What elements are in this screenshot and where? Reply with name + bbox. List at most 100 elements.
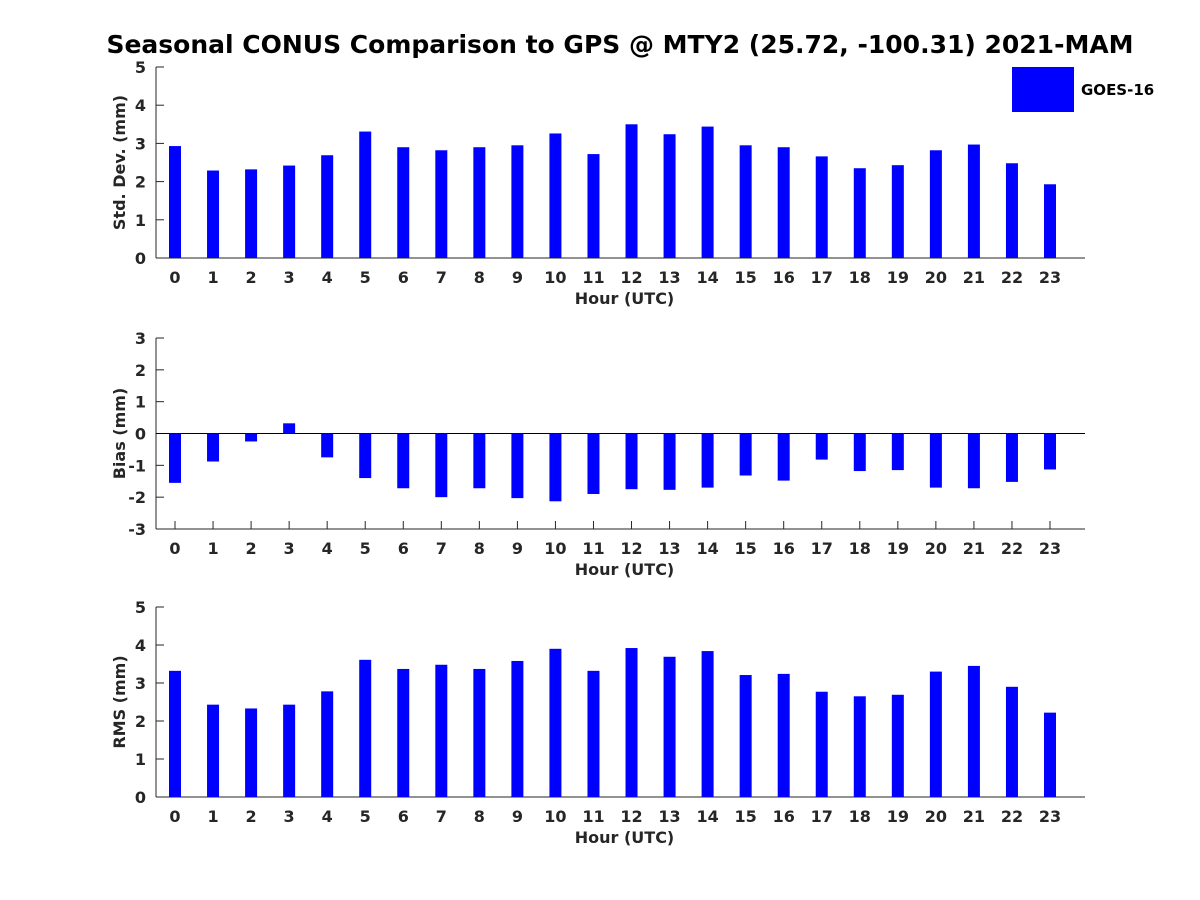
bar-21 (967, 433, 980, 489)
legend: GOES-16 (1011, 66, 1156, 112)
x-tick-label: 8 (474, 539, 485, 558)
bar-17 (815, 433, 828, 460)
bar-14 (701, 126, 714, 258)
y-tick-label: 3 (135, 674, 146, 693)
x-tick-label: 12 (620, 539, 642, 558)
bar-16 (777, 673, 790, 797)
bar-18 (853, 168, 866, 258)
x-tick-label: 3 (284, 807, 295, 826)
x-tick-label: 8 (474, 268, 485, 287)
x-tick-label: 15 (735, 539, 757, 558)
x-tick-label: 1 (207, 807, 218, 826)
bar-17 (815, 156, 828, 258)
x-tick-label: 21 (963, 268, 985, 287)
x-tick-label: 16 (773, 807, 795, 826)
x-tick-label: 10 (544, 539, 566, 558)
bar-7 (435, 433, 448, 498)
x-tick-label: 14 (696, 268, 718, 287)
x-tick-label: 0 (169, 539, 180, 558)
bar-12 (625, 124, 638, 258)
x-tick-label: 11 (582, 807, 604, 826)
y-axis-label: Bias (mm) (110, 388, 129, 480)
bar-19 (891, 433, 904, 471)
bar-1 (207, 170, 220, 258)
bar-3 (283, 704, 296, 797)
x-tick-label: 6 (398, 539, 409, 558)
bar-0 (169, 670, 181, 797)
bar-1 (207, 433, 220, 462)
x-axis-label: Hour (UTC) (575, 560, 675, 579)
bar-23 (1044, 712, 1056, 797)
bar-2 (245, 169, 258, 258)
bar-10 (549, 433, 562, 502)
x-tick-label: 9 (512, 807, 523, 826)
bar-1 (207, 704, 220, 797)
bar-12 (625, 433, 638, 490)
bar-5 (359, 131, 372, 258)
bar-22 (1005, 163, 1018, 258)
bar-15 (739, 433, 752, 476)
x-tick-label: 20 (925, 807, 947, 826)
x-tick-label: 7 (436, 268, 447, 287)
x-tick-label: 4 (322, 807, 333, 826)
bar-5 (359, 659, 372, 797)
y-tick-label: 4 (135, 636, 146, 655)
x-tick-label: 7 (436, 807, 447, 826)
bar-8 (473, 668, 486, 797)
bar-5 (359, 433, 372, 479)
x-axis-label: Hour (UTC) (575, 828, 675, 847)
y-tick-label: -3 (128, 520, 146, 539)
bar-8 (473, 147, 486, 258)
bar-20 (929, 433, 942, 488)
x-tick-label: 16 (773, 268, 795, 287)
x-tick-label: 17 (811, 539, 833, 558)
bar-13 (663, 134, 676, 258)
bar-12 (625, 648, 638, 797)
y-tick-label: 0 (135, 249, 146, 268)
x-tick-label: 1 (207, 539, 218, 558)
bar-23 (1044, 433, 1056, 470)
x-tick-label: 19 (887, 268, 909, 287)
bar-9 (511, 660, 524, 797)
legend-swatch (1012, 67, 1074, 112)
bar-7 (435, 664, 448, 797)
bar-4 (321, 691, 334, 797)
x-tick-label: 10 (544, 268, 566, 287)
bar-14 (701, 651, 714, 797)
bar-19 (891, 165, 904, 258)
x-tick-label: 21 (963, 807, 985, 826)
y-tick-label: -2 (128, 488, 146, 507)
bar-20 (929, 150, 942, 258)
x-tick-label: 4 (322, 539, 333, 558)
x-tick-label: 8 (474, 807, 485, 826)
x-tick-label: 13 (658, 807, 680, 826)
x-tick-label: 22 (1001, 539, 1023, 558)
bar-0 (169, 433, 181, 483)
bar-16 (777, 433, 790, 481)
bar-8 (473, 433, 486, 489)
y-tick-label: 3 (135, 329, 146, 348)
x-tick-label: 15 (735, 807, 757, 826)
x-tick-label: 9 (512, 539, 523, 558)
bar-4 (321, 433, 334, 458)
bar-7 (435, 150, 448, 258)
bar-9 (511, 433, 524, 499)
bar-11 (587, 433, 600, 494)
x-tick-label: 12 (620, 268, 642, 287)
bar-20 (929, 671, 942, 797)
y-tick-label: 4 (135, 96, 146, 115)
x-tick-label: 22 (1001, 268, 1023, 287)
bar-11 (587, 154, 600, 258)
bar-0 (169, 146, 181, 258)
bar-18 (853, 433, 866, 472)
bar-22 (1005, 686, 1018, 797)
bar-13 (663, 656, 676, 797)
x-tick-label: 13 (658, 539, 680, 558)
bar-4 (321, 155, 334, 258)
x-tick-label: 22 (1001, 807, 1023, 826)
bar-3 (283, 423, 296, 434)
x-tick-label: 2 (246, 539, 257, 558)
